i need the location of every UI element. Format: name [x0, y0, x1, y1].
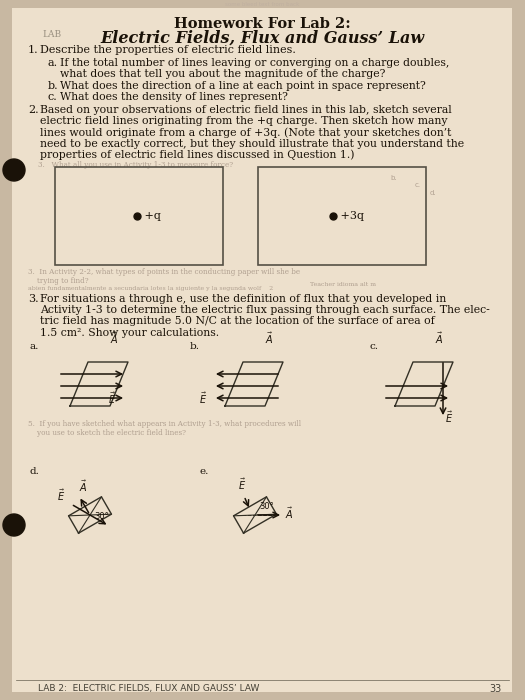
- Text: $\vec{E}$: $\vec{E}$: [445, 410, 453, 426]
- Text: d.: d.: [430, 190, 437, 196]
- Circle shape: [3, 159, 25, 181]
- Text: 1.5 cm². Show your calculations.: 1.5 cm². Show your calculations.: [40, 328, 219, 337]
- Text: What does the density of lines represent?: What does the density of lines represent…: [60, 92, 288, 102]
- Text: a.: a.: [48, 58, 58, 68]
- Text: LAB: LAB: [42, 30, 61, 39]
- Text: Activity 1-3 to determine the electric flux passing through each surface. The el: Activity 1-3 to determine the electric f…: [40, 305, 490, 315]
- Text: e.: e.: [200, 467, 209, 476]
- Text: need to be exactly correct, but they should illustrate that you understand the: need to be exactly correct, but they sho…: [40, 139, 464, 148]
- Text: b.: b.: [390, 175, 396, 181]
- Text: +q: +q: [141, 211, 161, 221]
- Text: Based on your observations of electric field lines in this lab, sketch several: Based on your observations of electric f…: [40, 105, 452, 115]
- Text: 30°: 30°: [94, 512, 109, 521]
- Text: some bleed text from back: some bleed text from back: [225, 2, 299, 7]
- Text: b.: b.: [190, 342, 200, 351]
- Text: $\vec{E}$: $\vec{E}$: [108, 391, 116, 406]
- Text: If the total number of lines leaving or converging on a charge doubles,: If the total number of lines leaving or …: [60, 58, 449, 68]
- Text: you use to sketch the electric field lines?: you use to sketch the electric field lin…: [28, 429, 186, 437]
- Text: $\vec{E}$: $\vec{E}$: [238, 477, 246, 492]
- Text: For situations a through e, use the definition of flux that you developed in: For situations a through e, use the defi…: [40, 294, 446, 304]
- Text: Teacher idioma alt m: Teacher idioma alt m: [310, 282, 376, 287]
- Text: LAB 2:  ELECTRIC FIELDS, FLUX AND GAUSS’ LAW: LAB 2: ELECTRIC FIELDS, FLUX AND GAUSS’ …: [38, 684, 259, 693]
- Text: $\vec{A}$: $\vec{A}$: [79, 479, 88, 494]
- Bar: [55, 167, 223, 265]
- Text: 3.   What all you use in Activity 1-3 to measure force?: 3. What all you use in Activity 1-3 to m…: [38, 161, 233, 169]
- Text: $\vec{E}$: $\vec{E}$: [57, 488, 65, 503]
- Text: 3.  In Activity 2-2, what types of points in the conducting paper will she be: 3. In Activity 2-2, what types of points…: [28, 268, 300, 276]
- Text: $\vec{E}$: $\vec{E}$: [199, 391, 207, 406]
- Text: c.: c.: [48, 92, 58, 102]
- Text: $\vec{A}$: $\vec{A}$: [265, 330, 274, 346]
- Text: $\vec{A}$: $\vec{A}$: [435, 330, 444, 346]
- Text: what does that tell you about the magnitude of the charge?: what does that tell you about the magnit…: [60, 69, 385, 79]
- Text: Describe the properties of electric field lines.: Describe the properties of electric fiel…: [40, 45, 296, 55]
- Text: trying to find?: trying to find?: [28, 277, 89, 285]
- Text: b.: b.: [48, 81, 59, 91]
- Text: 2.: 2.: [28, 105, 39, 115]
- Text: electric field lines originating from the +q charge. Then sketch how many: electric field lines originating from th…: [40, 116, 447, 126]
- Text: 33: 33: [490, 684, 502, 694]
- Text: Homework For Lab 2:: Homework For Lab 2:: [174, 17, 350, 31]
- Text: c.: c.: [370, 342, 379, 351]
- Text: 5.  If you have sketched what appears in Activity 1-3, what procedures will: 5. If you have sketched what appears in …: [28, 420, 301, 428]
- Text: What does the direction of a line at each point in space represent?: What does the direction of a line at eac…: [60, 81, 426, 91]
- Text: 3.: 3.: [28, 294, 39, 304]
- Text: 1.: 1.: [28, 45, 39, 55]
- Text: properties of electric field lines discussed in Question 1.): properties of electric field lines discu…: [40, 150, 354, 160]
- Text: Electric Fields, Flux and Gauss’ Law: Electric Fields, Flux and Gauss’ Law: [100, 30, 424, 47]
- Text: a.: a.: [30, 342, 39, 351]
- Text: lines would originate from a charge of +3q. (Note that your sketches don’t: lines would originate from a charge of +…: [40, 127, 452, 138]
- Text: abien fundamentalmente a secundaria lotes la siguiente y la segunda wolf    2: abien fundamentalmente a secundaria lote…: [28, 286, 273, 291]
- Text: +3q: +3q: [337, 211, 364, 221]
- Text: c.: c.: [415, 182, 421, 188]
- Text: 30°: 30°: [259, 502, 274, 511]
- Text: d.: d.: [30, 467, 40, 476]
- Text: $\vec{A}$: $\vec{A}$: [110, 330, 119, 346]
- Circle shape: [3, 514, 25, 536]
- Text: tric field has magnitude 5.0 N/C at the location of the surface of area of: tric field has magnitude 5.0 N/C at the …: [40, 316, 435, 326]
- Bar: [258, 167, 426, 265]
- Text: $\vec{A}$: $\vec{A}$: [285, 505, 293, 521]
